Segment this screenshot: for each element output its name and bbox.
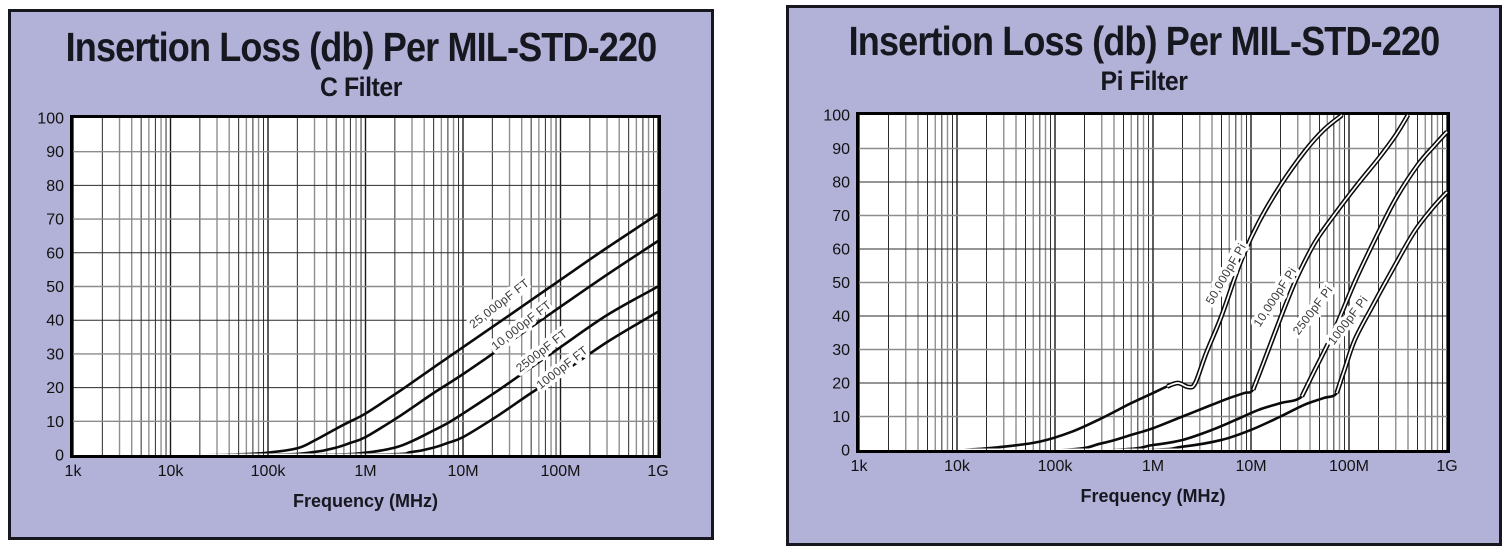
y-tick-label: 50	[46, 279, 64, 296]
y-tick-label: 30	[832, 342, 850, 359]
curve-core	[1252, 114, 1409, 391]
x-tick-label: 10M	[447, 463, 478, 480]
y-tick-label: 10	[46, 414, 64, 431]
x-tick-label: 10M	[1235, 458, 1266, 475]
chart-subtitle: C Filter	[320, 72, 402, 102]
y-tick-label: 100	[37, 111, 64, 128]
y-tick-label: 20	[832, 376, 850, 393]
x-tick-label: 1M	[1142, 458, 1164, 475]
x-tick-label: 1G	[1436, 458, 1457, 475]
y-tick-label: 50	[832, 275, 850, 292]
y-tick-label: 40	[46, 313, 64, 330]
chart-subtitle: Pi Filter	[1100, 66, 1188, 96]
y-tick-label: 90	[832, 141, 850, 158]
x-tick-label: 10k	[944, 458, 971, 475]
curve	[342, 310, 659, 454]
x-tick-label: 10k	[158, 463, 185, 480]
x-tick-label: 100M	[540, 463, 580, 480]
curves-layer	[963, 113, 1448, 449]
y-tick-label: 80	[46, 178, 64, 195]
panel-pi-filter: Insertion Loss (db) Per MIL-STD-220 Pi F…	[786, 5, 1502, 546]
y-tick-label: 0	[841, 443, 850, 460]
y-tick-label: 100	[823, 108, 850, 125]
y-tick-label: 30	[46, 346, 64, 363]
y-tick-label: 20	[46, 380, 64, 397]
x-axis-title: Frequency (MHz)	[293, 491, 438, 511]
y-tick-label: 0	[55, 448, 64, 465]
curve-core	[1301, 131, 1448, 397]
y-tick-label: 70	[832, 208, 850, 225]
plot-frame	[856, 112, 1450, 453]
x-tick-label: 1k	[851, 458, 869, 475]
plot-frame	[70, 115, 661, 458]
curves-layer	[205, 212, 659, 454]
x-tick-label: 100M	[1329, 458, 1369, 475]
y-tick-label: 60	[46, 245, 64, 262]
x-tick-label: 1k	[65, 463, 83, 480]
y-tick-label: 70	[46, 212, 64, 229]
curve-core	[1335, 191, 1448, 394]
x-tick-label: 1G	[647, 463, 668, 480]
y-tick-label: 80	[832, 175, 850, 192]
y-tick-label: 60	[832, 242, 850, 259]
curve-core	[1167, 114, 1343, 389]
x-axis-title: Frequency (MHz)	[1080, 486, 1225, 506]
curve	[287, 285, 659, 454]
y-tick-label: 40	[832, 309, 850, 326]
panel-c-filter: Insertion Loss (db) Per MIL-STD-220 C Fi…	[8, 9, 714, 540]
y-tick-label: 10	[832, 409, 850, 426]
x-tick-label: 100k	[251, 463, 287, 480]
y-tick-label: 90	[46, 144, 64, 161]
x-tick-label: 100k	[1038, 458, 1074, 475]
curve	[205, 212, 659, 454]
chart-title: Insertion Loss (db) Per MIL-STD-220	[65, 24, 658, 70]
x-tick-label: 1M	[354, 463, 376, 480]
chart-title: Insertion Loss (db) Per MIL-STD-220	[848, 18, 1441, 64]
curve	[251, 239, 659, 454]
